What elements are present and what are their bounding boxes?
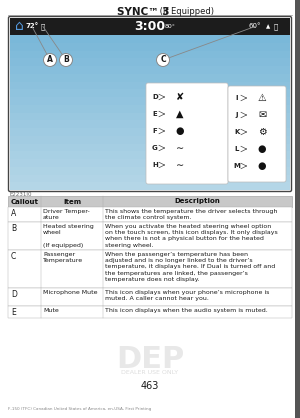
Bar (10, 18, 290, 35)
Text: M: M (234, 163, 240, 169)
Text: 463: 463 (141, 381, 159, 391)
Text: 3:00: 3:00 (134, 20, 166, 33)
Bar (10, 58, 290, 66)
Text: (If Equipped): (If Equipped) (157, 7, 214, 16)
Text: J: J (236, 112, 238, 118)
Text: ▲: ▲ (266, 24, 270, 29)
Text: SYNC™ 3: SYNC™ 3 (117, 7, 169, 17)
Text: Item: Item (63, 199, 81, 204)
Text: H: H (152, 162, 158, 168)
Circle shape (44, 54, 56, 66)
Text: Driver Temper-
ature: Driver Temper- ature (43, 209, 90, 220)
Text: F-150 (TFC) Canadian United States of America, en-USA, First Printing: F-150 (TFC) Canadian United States of Am… (8, 407, 151, 411)
FancyBboxPatch shape (146, 83, 228, 184)
Text: ⎈: ⎈ (41, 23, 45, 30)
Text: When you activate the heated steering wheel option
on the touch screen, this ico: When you activate the heated steering wh… (105, 224, 278, 247)
Bar (10, 159, 290, 167)
Bar (8, 196, 292, 207)
Text: 72°: 72° (26, 23, 39, 30)
Bar (10, 128, 290, 136)
Text: A: A (11, 209, 16, 218)
Text: ●: ● (176, 126, 184, 136)
Bar (10, 82, 290, 89)
Text: D: D (11, 290, 17, 299)
Text: DEALER USE ONLY: DEALER USE ONLY (122, 370, 178, 375)
Text: Callout: Callout (11, 199, 38, 204)
Text: 60°: 60° (249, 23, 261, 30)
Text: DEP: DEP (116, 346, 184, 375)
Text: ⚠: ⚠ (258, 93, 266, 103)
Text: E2231I0: E2231I0 (10, 192, 32, 197)
Text: ∼: ∼ (176, 143, 184, 153)
Text: ✘: ✘ (176, 92, 184, 102)
Text: C: C (160, 56, 166, 64)
Bar (295, 0, 300, 418)
Text: Description: Description (175, 199, 220, 204)
Bar (10, 43, 290, 51)
Text: A: A (47, 56, 53, 64)
Text: Passenger
Temperature: Passenger Temperature (43, 252, 83, 263)
Text: ▲: ▲ (176, 109, 184, 119)
Bar (10, 89, 290, 97)
Bar (10, 136, 290, 143)
Text: G: G (152, 145, 158, 151)
Text: D: D (152, 94, 158, 100)
Bar (10, 66, 290, 74)
Text: E: E (11, 308, 16, 317)
Bar (10, 143, 290, 151)
Text: B: B (11, 224, 16, 233)
Text: K: K (234, 129, 240, 135)
Text: ●: ● (258, 144, 266, 154)
Text: B: B (63, 56, 69, 64)
Bar (10, 112, 290, 120)
Bar (10, 97, 290, 105)
Circle shape (59, 54, 73, 66)
Bar (10, 35, 290, 43)
Bar (8, 207, 292, 222)
Bar (10, 74, 290, 82)
Text: F: F (153, 128, 158, 134)
Bar (10, 174, 290, 182)
Bar (8, 306, 292, 318)
Text: I: I (236, 95, 238, 101)
Text: ⚙: ⚙ (258, 127, 266, 137)
Text: ⓘ: ⓘ (274, 23, 278, 30)
Bar (10, 120, 290, 128)
FancyBboxPatch shape (228, 86, 286, 182)
Bar (10, 51, 290, 58)
Bar (10, 151, 290, 159)
Bar (8, 288, 292, 306)
Text: ⌂: ⌂ (15, 20, 23, 33)
Text: L: L (235, 146, 239, 152)
Text: C: C (11, 252, 16, 261)
Text: When the passenger’s temperature has been
adjusted and is no longer linked to th: When the passenger’s temperature has bee… (105, 252, 275, 282)
Text: ∼: ∼ (176, 160, 184, 170)
Text: This shows the temperature the driver selects through
the climate control system: This shows the temperature the driver se… (105, 209, 278, 220)
Text: E: E (153, 111, 158, 117)
Circle shape (157, 54, 169, 66)
Bar (8, 250, 292, 288)
Bar (10, 105, 290, 112)
Text: Microphone Mute: Microphone Mute (43, 290, 98, 295)
Text: ✉: ✉ (258, 110, 266, 120)
Bar (10, 182, 290, 190)
Text: This icon displays when the audio system is muted.: This icon displays when the audio system… (105, 308, 268, 313)
Text: 80°: 80° (165, 24, 176, 29)
Bar (10, 167, 290, 174)
Bar (8, 222, 292, 250)
Text: Heated steering
wheel

(If equipped): Heated steering wheel (If equipped) (43, 224, 94, 247)
Text: Mute: Mute (43, 308, 59, 313)
Text: ●: ● (258, 161, 266, 171)
Text: This icon displays when your phone’s microphone is
muted. A caller cannot hear y: This icon displays when your phone’s mic… (105, 290, 269, 301)
